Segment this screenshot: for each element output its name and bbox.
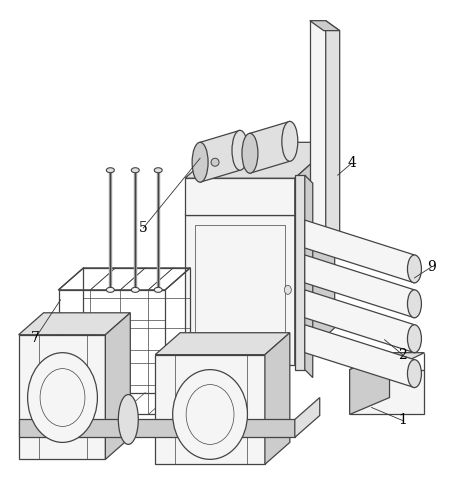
Ellipse shape — [131, 168, 139, 173]
Text: 5: 5 — [139, 221, 148, 235]
Ellipse shape — [407, 325, 421, 353]
Ellipse shape — [407, 360, 421, 388]
Polygon shape — [19, 419, 295, 437]
Polygon shape — [305, 255, 414, 318]
Ellipse shape — [407, 255, 421, 283]
Polygon shape — [325, 20, 340, 238]
Text: 7: 7 — [31, 331, 40, 345]
Polygon shape — [305, 220, 414, 283]
Polygon shape — [295, 175, 305, 370]
Ellipse shape — [28, 353, 97, 442]
Ellipse shape — [298, 290, 312, 318]
Polygon shape — [295, 142, 335, 215]
Ellipse shape — [284, 285, 291, 294]
Polygon shape — [295, 397, 320, 437]
Polygon shape — [19, 313, 130, 335]
Ellipse shape — [106, 168, 114, 173]
Ellipse shape — [154, 168, 162, 173]
Ellipse shape — [232, 131, 248, 170]
Polygon shape — [310, 20, 340, 31]
Polygon shape — [19, 335, 106, 459]
Ellipse shape — [211, 158, 219, 166]
Polygon shape — [350, 370, 425, 414]
Text: 1: 1 — [398, 413, 407, 428]
Ellipse shape — [154, 287, 162, 292]
Ellipse shape — [282, 121, 298, 161]
Polygon shape — [200, 131, 240, 182]
Text: 9: 9 — [427, 260, 436, 274]
Polygon shape — [305, 175, 313, 377]
Ellipse shape — [119, 394, 138, 445]
Ellipse shape — [242, 133, 258, 173]
Polygon shape — [265, 333, 290, 464]
Polygon shape — [350, 353, 389, 414]
Polygon shape — [185, 215, 295, 365]
Ellipse shape — [407, 290, 421, 318]
Polygon shape — [106, 313, 130, 459]
Polygon shape — [350, 353, 425, 370]
Ellipse shape — [106, 287, 114, 292]
Polygon shape — [305, 325, 414, 388]
Ellipse shape — [298, 325, 312, 353]
Text: 4: 4 — [347, 156, 356, 170]
Polygon shape — [185, 142, 335, 178]
Ellipse shape — [298, 255, 312, 283]
Polygon shape — [310, 20, 325, 230]
Polygon shape — [295, 178, 335, 365]
Ellipse shape — [131, 287, 139, 292]
Polygon shape — [185, 178, 335, 215]
Text: 2: 2 — [398, 348, 407, 362]
Polygon shape — [155, 355, 265, 464]
Polygon shape — [155, 333, 290, 355]
Polygon shape — [250, 121, 290, 173]
Ellipse shape — [298, 220, 312, 248]
Polygon shape — [185, 178, 295, 215]
Ellipse shape — [173, 370, 247, 459]
Ellipse shape — [192, 142, 208, 182]
Polygon shape — [305, 290, 414, 353]
